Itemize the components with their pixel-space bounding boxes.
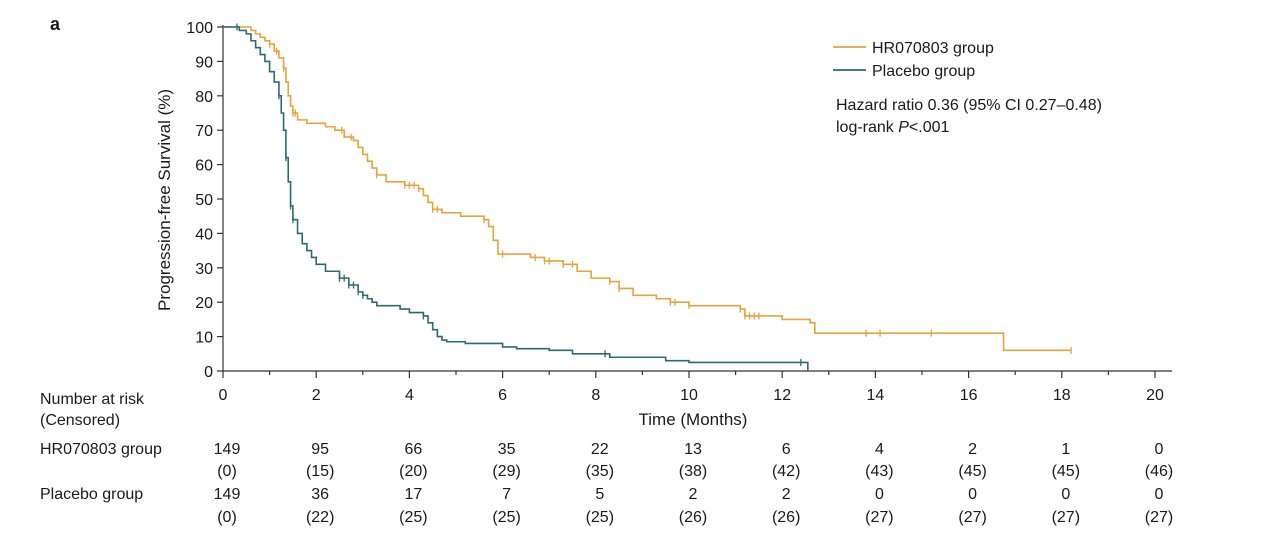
- at-risk-count: 66: [404, 441, 423, 458]
- legend: HR070803 group Placebo group: [833, 40, 994, 80]
- panel-label: a: [50, 14, 61, 34]
- at-risk-count: 2: [688, 486, 698, 503]
- risk-group-label: Placebo group: [40, 486, 144, 503]
- legend-label: Placebo group: [872, 63, 975, 80]
- series-layer: [223, 23, 1072, 371]
- at-risk-count: 0: [968, 486, 978, 503]
- at-risk-count: 2: [781, 486, 791, 503]
- risk-table-title: Number at risk: [40, 391, 145, 408]
- x-tick-label: 16: [960, 387, 978, 404]
- y-tick-label: 0: [204, 364, 213, 381]
- at-risk-count: 149: [213, 441, 241, 458]
- y-tick-label: 10: [195, 330, 213, 347]
- at-risk-count: 1: [1061, 441, 1071, 458]
- censored-count: (20): [399, 463, 428, 480]
- censored-count: (46): [1144, 463, 1174, 480]
- y-tick-label: 80: [195, 89, 213, 106]
- at-risk-count: 17: [404, 486, 423, 503]
- at-risk-count: 2: [968, 441, 978, 458]
- censored-count: (43): [865, 463, 894, 480]
- at-risk-count: 36: [311, 486, 330, 503]
- censored-count: (25): [492, 509, 521, 526]
- censored-count: (45): [1051, 463, 1081, 480]
- x-axis-title: Time (Months): [639, 410, 748, 429]
- axes: 0 10 20 30 40 50 60 70 80 90 100 0 2 4 6 8 10 12 14 16 18 20 T…: [155, 20, 1172, 429]
- logrank-text: log-rank P<.001: [836, 117, 949, 139]
- censored-count: (26): [678, 509, 708, 526]
- at-risk-count: 5: [595, 486, 605, 503]
- x-tick-label: 12: [773, 387, 791, 404]
- censored-count: (27): [1051, 509, 1081, 526]
- series-line-placebo: [223, 26, 809, 371]
- y-tick-label: 90: [195, 54, 213, 71]
- at-risk-count: 7: [502, 486, 512, 503]
- at-risk-count: 13: [684, 441, 702, 458]
- censored-count: (45): [958, 463, 987, 480]
- censored-count: (29): [492, 463, 521, 480]
- x-tick-label: 6: [498, 387, 507, 404]
- at-risk-count: 35: [497, 441, 516, 458]
- risk-group-label: HR070803 group: [40, 441, 162, 458]
- x-tick-label: 18: [1053, 387, 1071, 404]
- censored-count: (27): [958, 509, 987, 526]
- at-risk-count: 0: [1154, 486, 1164, 503]
- y-tick-label: 20: [195, 295, 213, 312]
- censored-count: (42): [771, 463, 801, 480]
- y-tick-label: 50: [195, 192, 213, 209]
- censored-count: (0): [217, 463, 237, 480]
- x-tick-label: 4: [405, 387, 414, 404]
- censored-count: (38): [678, 463, 708, 480]
- risk-table-subtitle: (Censored): [40, 412, 121, 429]
- at-risk-count: 22: [590, 441, 609, 458]
- at-risk-count: 95: [311, 441, 330, 458]
- censored-count: (25): [585, 509, 615, 526]
- x-tick-label: 2: [312, 387, 321, 404]
- at-risk-count: 0: [1154, 441, 1164, 458]
- x-tick-label: 0: [219, 387, 228, 404]
- at-risk-count: 6: [781, 441, 791, 458]
- at-risk-count: 0: [874, 486, 884, 503]
- censored-count: (25): [399, 509, 428, 526]
- x-tick-label: 10: [680, 387, 698, 404]
- x-tick-label: 14: [867, 387, 885, 404]
- censored-count: (26): [771, 509, 801, 526]
- y-tick-label: 100: [186, 20, 213, 37]
- censored-count: (0): [217, 509, 237, 526]
- censored-count: (27): [865, 509, 894, 526]
- logrank-value: <.001: [908, 119, 950, 136]
- y-tick-label: 40: [195, 226, 213, 243]
- logrank-prefix: log-rank: [836, 119, 899, 136]
- at-risk-count: 4: [874, 441, 884, 458]
- y-tick-label: 60: [195, 158, 213, 175]
- censored-count: (35): [585, 463, 615, 480]
- x-tick-label: 8: [591, 387, 600, 404]
- y-tick-label: 30: [195, 261, 213, 278]
- x-tick-label: 20: [1146, 387, 1164, 404]
- censored-count: (15): [305, 463, 335, 480]
- at-risk-count: 0: [1061, 486, 1071, 503]
- legend-label: HR070803 group: [872, 40, 994, 57]
- logrank-p: P: [898, 119, 909, 136]
- censored-count: (22): [305, 509, 335, 526]
- at-risk-count: 149: [213, 486, 241, 503]
- y-axis-title: Progression-free Survival (%): [155, 89, 174, 311]
- censored-count: (27): [1144, 509, 1174, 526]
- hazard-ratio-text: Hazard ratio 0.36 (95% CI 0.27–0.48): [836, 97, 1102, 114]
- y-tick-label: 70: [195, 123, 213, 140]
